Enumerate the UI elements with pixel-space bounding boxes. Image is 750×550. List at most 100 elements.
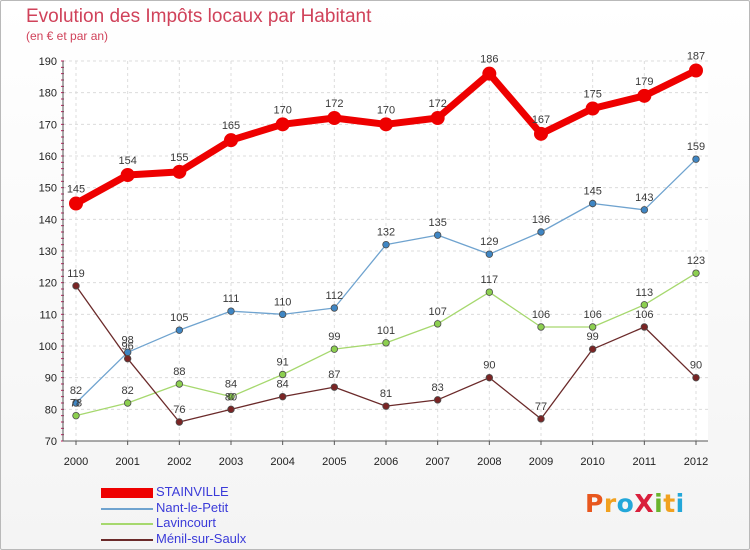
series-2-data-label: 113 (636, 287, 654, 299)
series-2-point (278, 370, 287, 379)
series-3-point (227, 405, 235, 414)
series-0-data-label: 167 (532, 114, 550, 126)
series-2-point (123, 399, 132, 407)
series-2-point (537, 323, 545, 331)
series-3-point (640, 323, 649, 331)
series-1-point (330, 304, 339, 312)
series-1-point (588, 199, 597, 208)
logo-letter: P (585, 489, 604, 518)
series-0-data-label: 154 (118, 155, 136, 167)
series-2-point (640, 301, 649, 309)
series-0-point (585, 101, 600, 116)
y-tick-label: 170 (39, 119, 57, 131)
series-0-point (275, 117, 290, 132)
legend-label: STAINVILLE (156, 484, 229, 499)
x-tick-label: 2006 (374, 456, 398, 468)
series-1-point (692, 155, 700, 163)
series-0-point (482, 66, 497, 81)
x-tick-label: 2000 (64, 456, 88, 468)
series-0-data-label: 175 (583, 89, 601, 101)
x-tick-label: 2012 (684, 456, 708, 468)
series-0-data-label: 145 (67, 184, 85, 196)
series-0-data-label: 165 (222, 120, 240, 132)
series-0-point (689, 63, 703, 78)
series-2-data-label: 82 (122, 385, 134, 397)
y-tick-label: 180 (39, 88, 57, 100)
x-tick-label: 2007 (425, 456, 449, 468)
y-tick-label: 70 (45, 436, 57, 448)
y-tick-label: 140 (39, 214, 57, 226)
series-0-point (120, 168, 135, 182)
legend-label: Ménil-sur-Saulx (156, 530, 247, 546)
series-2-data-label: 101 (377, 325, 395, 337)
x-tick-label: 2002 (167, 456, 191, 468)
series-1-data-label: 112 (326, 290, 344, 302)
series-1-data-label: 159 (687, 141, 705, 153)
legend-swatch (101, 523, 153, 525)
logo-letter: X (634, 489, 655, 518)
y-tick-label: 110 (39, 309, 57, 321)
series-0-point (534, 126, 548, 141)
series-1-point (72, 399, 80, 407)
logo-letter: i (675, 489, 685, 518)
series-3-data-label: 96 (122, 341, 134, 353)
series-1-point (537, 228, 545, 236)
series-2-data-label: 88 (173, 366, 185, 378)
series-3-point (175, 418, 184, 426)
series-3-data-label: 99 (587, 331, 599, 343)
series-2-data-label: 117 (481, 274, 499, 286)
series-3-point (278, 392, 287, 401)
series-0-data-label: 179 (635, 76, 653, 88)
series-0-data-label: 186 (480, 54, 498, 66)
x-tick-label: 2010 (580, 456, 604, 468)
series-3-point (123, 354, 132, 363)
logo-letter: o (616, 489, 635, 518)
series-0-data-label: 170 (273, 104, 291, 116)
series-0-data-label: 155 (170, 152, 188, 164)
series-1-point (278, 310, 287, 319)
series-1-data-label: 132 (377, 227, 395, 239)
series-2-data-label: 84 (225, 379, 237, 391)
series-3-point (433, 396, 442, 404)
y-tick-label: 80 (45, 404, 57, 416)
series-3-data-label: 119 (67, 268, 85, 280)
series-3-data-label: 84 (277, 379, 289, 391)
series-1-point (640, 206, 649, 214)
y-tick-label: 160 (39, 151, 57, 163)
x-tick-label: 2011 (633, 456, 657, 468)
series-0-point (637, 88, 652, 103)
series-2-point (485, 288, 494, 296)
series-1-point (382, 240, 390, 249)
series-1-data-label: 111 (223, 293, 240, 305)
series-1-data-label: 136 (532, 214, 550, 226)
y-tick-label: 190 (39, 56, 57, 68)
series-3-data-label: 87 (328, 369, 340, 381)
series-3-data-label: 81 (380, 388, 392, 400)
series-2-data-label: 123 (687, 255, 705, 267)
legend-swatch (101, 538, 153, 541)
series-1-data-label: 98 (122, 334, 134, 346)
legend-swatch (101, 507, 153, 510)
logo-letter: t (663, 489, 676, 518)
logo-letter: i (654, 489, 664, 518)
series-0-point (379, 117, 393, 132)
series-1-point (227, 307, 235, 315)
series-0-point (224, 133, 238, 148)
series-2-point (588, 323, 597, 331)
series-1-data-label: 135 (428, 217, 446, 229)
series-3-data-label: 76 (173, 404, 185, 416)
series-1-point (433, 231, 442, 239)
series-3-point (588, 345, 597, 353)
series-1-data-label: 145 (583, 186, 601, 198)
x-tick-label: 2004 (270, 456, 294, 468)
series-2-point (692, 269, 700, 277)
series-1-data-label: 105 (170, 312, 188, 324)
series-2-data-label: 106 (532, 309, 550, 321)
series-2-data-label: 99 (328, 331, 340, 343)
series-1-data-label: 143 (635, 192, 653, 204)
series-3-data-label: 90 (483, 360, 495, 372)
x-tick-label: 2003 (219, 456, 243, 468)
series-0-data-label: 172 (325, 98, 343, 110)
